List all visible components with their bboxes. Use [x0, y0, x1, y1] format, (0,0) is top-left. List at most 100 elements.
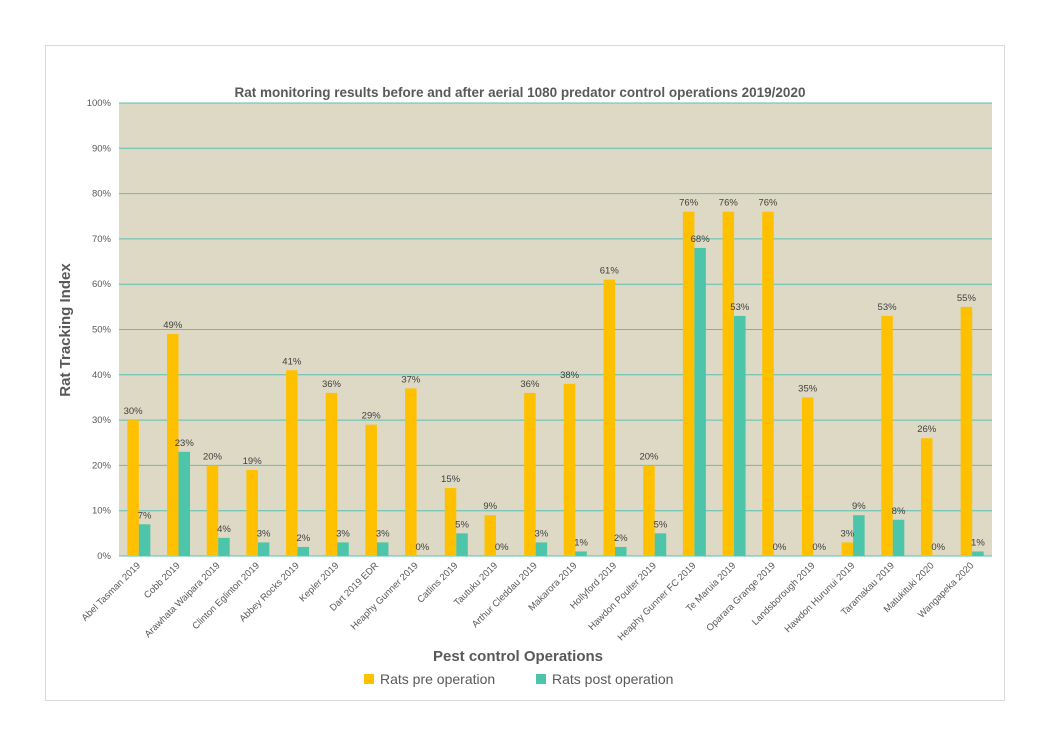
bar-pre	[563, 383, 576, 556]
data-label-pre: 35%	[798, 383, 818, 394]
data-label-pre: 76%	[719, 198, 739, 209]
data-label-post: 3%	[257, 528, 271, 539]
y-tick-label: 50%	[92, 325, 112, 336]
bar-post	[575, 551, 587, 556]
bar-pre	[920, 438, 933, 556]
chart-title: Rat monitoring results before and after …	[235, 85, 806, 100]
data-label-post: 0%	[931, 542, 945, 553]
data-label-pre: 41%	[282, 356, 302, 367]
y-tick-label: 80%	[92, 189, 112, 200]
y-tick-label: 70%	[92, 234, 112, 245]
bar-pre	[286, 370, 298, 556]
data-label-post: 3%	[535, 528, 549, 539]
bar-pre	[881, 315, 893, 556]
bar-post	[376, 542, 389, 556]
bar-post	[694, 247, 706, 556]
gridlines	[119, 102, 992, 557]
bar-post	[615, 546, 627, 556]
data-label-pre: 61%	[600, 266, 620, 277]
y-axis-ticks: 0% 10% 20% 30% 40% 50% 60% 70% 80% 90% 100%	[87, 98, 112, 562]
data-label-pre: 76%	[758, 198, 778, 209]
bar-pre	[127, 420, 139, 556]
bar-pre	[762, 211, 774, 556]
x-tick-label: Arawhata Waipara 2019	[143, 560, 223, 640]
data-label-post: 9%	[852, 501, 866, 512]
data-label-post: 3%	[376, 528, 390, 539]
data-label-pre: 30%	[124, 406, 144, 417]
data-label-post: 0%	[415, 542, 429, 553]
bar-post	[218, 537, 230, 556]
bar-post	[853, 515, 865, 556]
bar-pre	[801, 397, 814, 556]
y-axis-title: Rat Tracking Index	[57, 263, 74, 397]
bar-post	[535, 542, 548, 556]
data-label-pre: 15%	[441, 474, 461, 485]
data-label-post: 0%	[812, 542, 826, 553]
bar-pre	[960, 306, 973, 556]
data-label-pre: 3%	[840, 528, 854, 539]
bar-post	[178, 451, 191, 556]
data-label-post: 0%	[495, 542, 509, 553]
bar-pre	[524, 392, 536, 556]
x-axis-title: Pest control Operations	[433, 648, 603, 665]
bar-pre	[206, 465, 219, 556]
y-tick-label: 60%	[92, 279, 112, 290]
bar-post	[456, 533, 468, 556]
data-label-pre: 76%	[679, 198, 699, 209]
bar-pre	[405, 388, 417, 556]
data-label-post: 2%	[296, 533, 310, 544]
bar-post	[138, 524, 151, 556]
data-label-post: 0%	[773, 542, 787, 553]
bar-pre	[325, 392, 338, 556]
x-tick-label: Clinton Eglinton 2019	[190, 560, 262, 632]
data-label-pre: 26%	[917, 424, 937, 435]
bar-pre	[603, 279, 616, 556]
data-label-post: 8%	[892, 506, 906, 517]
bar-pre	[682, 211, 695, 556]
data-label-post: 3%	[336, 528, 350, 539]
data-labels: 30% 7% 49% 23% 20% 4% 19% 3% 41% 2% 36% 3% 29% 3% 37% 0…	[124, 198, 986, 553]
bar-post	[734, 315, 746, 556]
data-label-post: 2%	[614, 533, 628, 544]
bar-post	[972, 551, 984, 556]
bar-post	[337, 542, 349, 556]
bar-pre	[484, 515, 496, 556]
x-tick-label: Heaphy Gunner FC 2019	[616, 560, 699, 643]
data-label-pre: 36%	[322, 379, 342, 390]
data-label-pre: 20%	[639, 451, 659, 462]
bar-pre	[167, 334, 179, 556]
data-label-post: 1%	[971, 537, 985, 548]
bars	[127, 211, 984, 556]
x-tick-label: Hawdon Poulter 2019	[586, 560, 658, 632]
bar-pre	[246, 469, 258, 556]
x-tick-label: Heaphy Gunner 2019	[349, 560, 421, 632]
data-label-post: 1%	[574, 537, 588, 548]
data-label-post: 53%	[730, 302, 750, 313]
data-label-pre: 53%	[878, 302, 898, 313]
data-label-pre: 19%	[243, 456, 263, 467]
y-tick-label: 40%	[92, 370, 112, 381]
data-label-pre: 49%	[163, 320, 183, 331]
data-label-pre: 20%	[203, 451, 223, 462]
y-tick-label: 20%	[92, 460, 112, 471]
data-label-pre: 37%	[401, 374, 421, 385]
bar-post	[892, 519, 905, 556]
y-tick-label: 90%	[92, 143, 112, 154]
data-label-post: 5%	[654, 519, 668, 530]
data-label-pre: 38%	[560, 370, 580, 381]
y-tick-label: 100%	[87, 98, 112, 109]
data-label-post: 68%	[691, 234, 711, 245]
bar-pre	[722, 211, 735, 556]
x-tick-label: Abel Tasman 2019	[80, 560, 143, 623]
data-label-post: 4%	[217, 524, 231, 535]
data-label-post: 23%	[175, 438, 195, 449]
y-tick-label: 10%	[92, 506, 112, 517]
legend-swatch-post	[536, 674, 546, 684]
bar-post	[257, 542, 270, 556]
data-label-post: 7%	[138, 510, 152, 521]
legend-label-pre: Rats pre operation	[380, 671, 495, 687]
bar-pre	[444, 488, 457, 556]
data-label-pre: 9%	[483, 501, 497, 512]
